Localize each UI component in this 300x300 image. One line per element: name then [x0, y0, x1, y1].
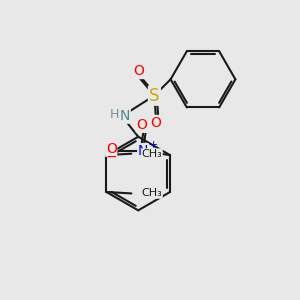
Text: H: H [110, 108, 119, 121]
Text: N: N [120, 109, 130, 123]
Text: −: − [105, 150, 117, 164]
Text: CH₃: CH₃ [142, 188, 162, 198]
Text: O: O [137, 118, 148, 132]
Text: O: O [133, 64, 144, 78]
Text: O: O [106, 142, 117, 156]
Text: O: O [151, 116, 161, 130]
Text: N: N [138, 144, 148, 158]
Text: +: + [148, 140, 158, 150]
Text: CH₃: CH₃ [142, 149, 162, 159]
Text: S: S [149, 86, 160, 104]
